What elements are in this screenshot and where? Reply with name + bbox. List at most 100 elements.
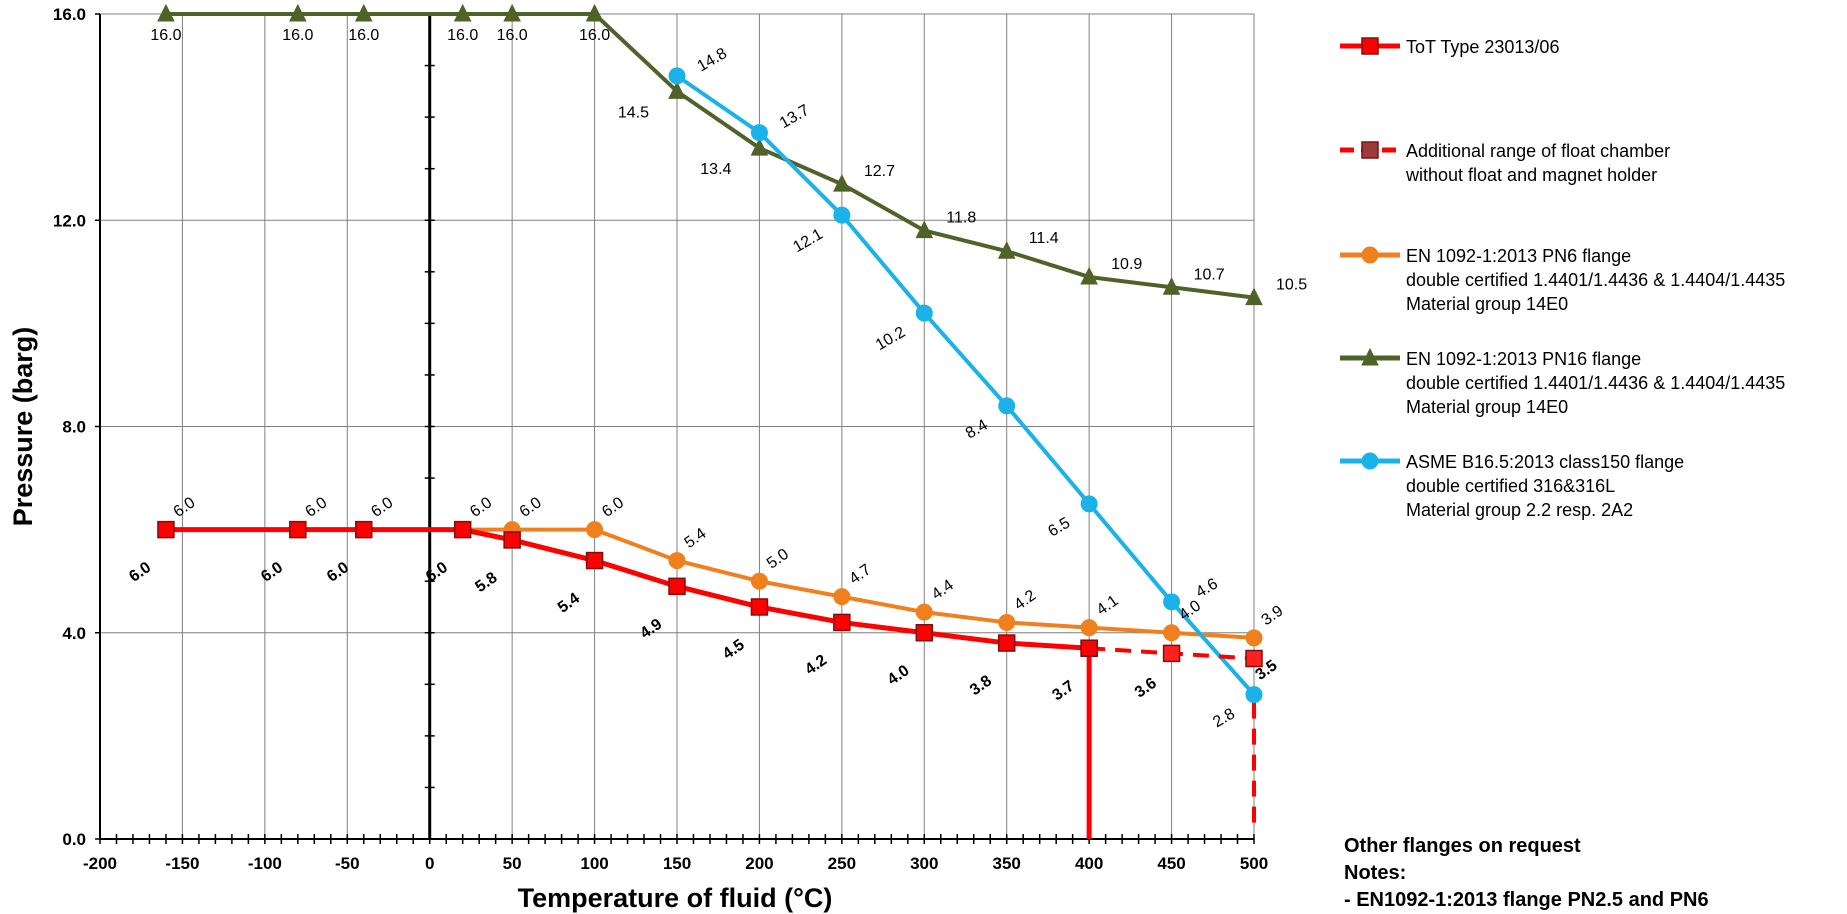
series-2-point [915,603,933,621]
x-tick-label: 250 [828,854,856,873]
asme-data-label: 6.5 [1045,515,1073,541]
x-tick-label: -150 [165,854,199,873]
series-2-point [1080,619,1098,637]
series-3-point [453,3,472,22]
asme-data-label: 13.7 [777,102,813,132]
tot-data-label: 6.0 [324,559,352,586]
series-3-point [915,220,934,239]
pn16-data-label: 12.7 [864,163,895,180]
legend-marker-2 [1361,246,1379,264]
pn6-data-label: 6.0 [368,494,396,521]
pn6-data-label: 6.0 [599,494,627,521]
pn6-data-label: 4.4 [929,577,957,604]
x-tick-label: -50 [335,854,360,873]
tot-data-label: 5.4 [555,590,583,617]
pn6-data-label: 6.0 [517,494,545,521]
pn16-data-label: 14.5 [618,104,649,121]
series-0-point [157,520,175,539]
series-1-point [1245,649,1263,668]
series-0-point [503,531,521,549]
series-3-point [1162,277,1181,295]
x-tick-label: 150 [663,854,691,873]
legend-marker-1 [1361,141,1379,159]
pn6-data-label: 4.1 [1094,592,1122,619]
pn6-data-label: 6.0 [170,494,198,521]
pn16-data-label: 16.0 [579,27,610,44]
tot-data-label: 3.8 [967,672,995,699]
pn16-data-label: 11.8 [946,210,976,227]
legend-label-1: without float and magnet holder [1405,165,1657,185]
series-2-point [1245,629,1263,647]
pn16-data-label: 10.5 [1276,277,1307,294]
legend-label-3: double certified 1.4401/1.4436 & 1.4404/… [1406,373,1785,393]
x-tick-label: 0 [425,854,434,873]
series-0-point [453,520,472,539]
tot-data-label: 4.0 [885,662,913,689]
x-tick-label: 500 [1240,854,1268,873]
series-2-point [998,613,1016,631]
series-0-point [915,624,934,642]
series [157,3,1263,839]
series-4-point [1080,495,1098,513]
x-tick-label: 350 [993,854,1021,873]
pn16-data-label: 16.0 [348,27,379,44]
series-4-point [833,206,851,224]
series-4-point [915,304,933,322]
pn16-data-label: 13.4 [700,161,731,178]
x-tick-label: 400 [1075,854,1103,873]
series-2-point [586,521,604,539]
x-tick-label: 100 [580,854,608,873]
asme-data-label: 8.4 [963,417,991,443]
asme-data-label: 12.1 [790,226,826,256]
pn6-data-label: 6.0 [302,494,330,521]
legend-label-2: double certified 1.4401/1.4436 & 1.4404/… [1406,270,1785,290]
y-tick-label: 12.0 [53,211,86,230]
series-4-point [1245,686,1263,704]
series-2-point [668,552,686,570]
pn6-data-label: 6.0 [467,494,495,521]
series-3-point [833,174,851,192]
tot-data-label: 6.0 [258,559,286,586]
series-0-point [997,634,1016,652]
series-3-point [503,3,521,22]
data-labels: 16.0 16.0 16.0 16.0 16.0 16.0 14.5 13.4 12.7 11.8… [126,27,1307,731]
legend-label-2: EN 1092-1:2013 PN6 flange [1406,246,1631,266]
pn16-data-label: 16.0 [150,27,181,44]
series-3-point [585,3,604,22]
y-tick-label: 0.0 [62,830,86,849]
series-0-point [289,520,307,539]
series-0-point [750,598,769,616]
series-4-point [668,67,686,85]
pn6-data-label: 5.4 [682,525,710,552]
asme-data-label: 2.8 [1210,705,1238,731]
note-item-1: - EN1092-1:2013 flange PN2.5 and PN6 [1344,889,1709,911]
series-1-point [1080,639,1098,657]
legend-label-4: ASME B16.5:2013 class150 flange [1406,452,1684,472]
additional-data-label: 3.6 [1132,675,1160,702]
x-tick-label: 450 [1157,854,1185,873]
series-0-point [833,613,851,632]
x-tick-label: -100 [248,854,282,873]
series-1-point [1162,644,1181,663]
series-4-point [1163,593,1181,611]
pn6-data-label: 4.0 [1176,597,1204,624]
legend: ToT Type 23013/06 Additional range of flo… [1340,37,1785,520]
series-line-0 [165,527,1090,651]
series-3-point [668,81,686,99]
y-tick-label: 4.0 [62,624,86,643]
axes: -200 -150 -100 -50 0 50 100 150 200 250 300 350 400 4… [8,5,1268,913]
series-4-point [750,124,768,142]
series-line-4 [675,74,1256,696]
tot-data-label: 3.7 [1049,678,1077,705]
asme-data-label: 4.6 [1193,575,1221,601]
series-3-point [289,3,307,22]
series-3-point [750,137,769,156]
x-tick-label: 50 [503,854,522,873]
notes-block: Other flanges on request Notes: - EN1092… [1344,833,1824,914]
other-flanges-note: Other flanges on request [1344,835,1581,857]
series-3-point [1080,266,1098,285]
legend-label-4: Material group 2.2 resp. 2A2 [1406,500,1633,520]
series-2-point [833,588,851,606]
tot-data-label: 4.2 [802,652,830,679]
